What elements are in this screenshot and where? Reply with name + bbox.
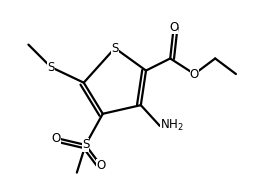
Text: S: S: [82, 138, 89, 152]
Text: O: O: [190, 68, 199, 80]
Text: O: O: [96, 159, 106, 172]
Text: NH$_2$: NH$_2$: [160, 118, 184, 133]
Text: S: S: [47, 61, 55, 74]
Text: S: S: [111, 41, 118, 55]
Text: O: O: [52, 131, 61, 145]
Text: O: O: [169, 21, 178, 34]
